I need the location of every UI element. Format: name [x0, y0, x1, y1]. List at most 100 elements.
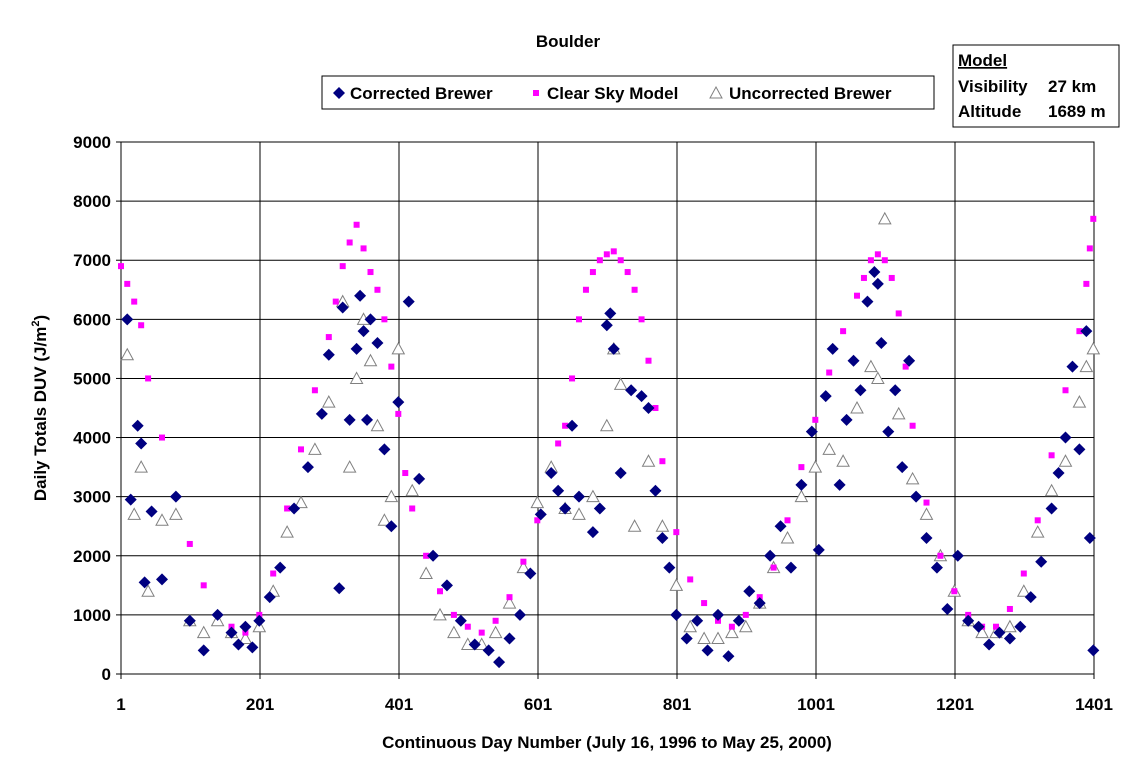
point-clear-sky-model: [1090, 215, 1097, 222]
point-clear-sky-model: [728, 623, 735, 630]
x-tick-label: 1401: [1075, 695, 1113, 714]
point-clear-sky-model: [701, 600, 708, 607]
point-corrected-brewer: [614, 467, 627, 480]
model-visibility-value: 27 km: [1048, 77, 1096, 96]
point-clear-sky-model: [624, 269, 631, 276]
point-clear-sky-model: [902, 363, 909, 370]
point-clear-sky-model: [784, 517, 791, 524]
point-uncorrected-brewer: [586, 489, 600, 503]
y-axis-label-suffix: ): [31, 315, 50, 321]
point-clear-sky-model: [645, 357, 652, 364]
point-corrected-brewer: [854, 384, 867, 397]
point-corrected-brewer: [211, 608, 224, 621]
point-clear-sky-model: [118, 263, 124, 270]
point-corrected-brewer: [774, 520, 787, 533]
point-corrected-brewer: [951, 549, 964, 562]
point-clear-sky-model: [617, 257, 624, 264]
point-corrected-brewer: [889, 384, 902, 397]
point-uncorrected-brewer: [1003, 619, 1017, 633]
y-tick-label: 6000: [73, 310, 111, 329]
point-uncorrected-brewer: [488, 625, 503, 639]
point-uncorrected-brewer: [127, 507, 142, 520]
point-clear-sky-model: [124, 280, 131, 287]
point-corrected-brewer: [784, 561, 797, 574]
point-uncorrected-brewer: [836, 454, 850, 467]
point-clear-sky-model: [360, 245, 367, 252]
point-corrected-brewer: [656, 532, 669, 545]
point-corrected-brewer: [896, 461, 909, 474]
point-corrected-brewer: [301, 461, 314, 474]
point-corrected-brewer: [183, 614, 196, 627]
point-uncorrected-brewer: [238, 631, 253, 645]
point-clear-sky-model: [402, 470, 409, 477]
legend-marker-clear-sky-model: [533, 90, 539, 96]
point-corrected-brewer: [847, 354, 860, 367]
point-corrected-brewer: [402, 295, 415, 308]
point-corrected-brewer: [819, 390, 832, 403]
point-corrected-brewer: [534, 508, 547, 521]
model-altitude-label: Altitude: [958, 102, 1021, 121]
point-corrected-brewer: [156, 573, 169, 586]
point-uncorrected-brewer: [141, 584, 155, 597]
point-corrected-brewer: [920, 532, 933, 545]
y-tick-label: 1000: [73, 606, 111, 625]
point-corrected-brewer: [753, 597, 766, 610]
point-clear-sky-model: [909, 422, 916, 429]
point-uncorrected-brewer: [1072, 395, 1087, 408]
point-corrected-brewer: [138, 576, 151, 589]
point-uncorrected-brewer: [419, 566, 433, 580]
point-corrected-brewer: [322, 348, 335, 361]
point-clear-sky-model: [770, 564, 777, 571]
point-corrected-brewer: [983, 638, 996, 651]
legend: Corrected Brewer Clear Sky Model Uncorre…: [321, 75, 935, 110]
point-uncorrected-brewer: [120, 347, 135, 361]
point-clear-sky-model: [659, 458, 666, 465]
point-uncorrected-brewer: [516, 560, 531, 574]
point-uncorrected-brewer: [683, 619, 698, 633]
point-clear-sky-model: [840, 328, 847, 335]
point-uncorrected-brewer: [850, 400, 864, 414]
point-clear-sky-model: [993, 623, 1000, 630]
point-uncorrected-brewer: [822, 442, 837, 455]
point-clear-sky-model: [826, 369, 833, 376]
point-clear-sky-model: [131, 298, 138, 305]
point-uncorrected-brewer: [864, 359, 878, 373]
model-info-box: Model Visibility 27 km Altitude 1689 m: [952, 44, 1120, 128]
point-corrected-brewer: [197, 644, 210, 657]
point-clear-sky-model: [186, 540, 193, 547]
y-tick-label: 7000: [73, 251, 111, 270]
point-clear-sky-model: [270, 570, 277, 577]
point-corrected-brewer: [1035, 555, 1048, 568]
point-corrected-brewer: [559, 502, 572, 515]
point-corrected-brewer: [875, 336, 888, 349]
point-clear-sky-model: [895, 310, 902, 317]
point-corrected-brewer: [903, 354, 916, 367]
point-uncorrected-brewer: [391, 341, 406, 355]
point-clear-sky-model: [673, 529, 680, 536]
legend-frame: [321, 75, 935, 110]
point-corrected-brewer: [274, 561, 287, 574]
point-corrected-brewer: [882, 425, 895, 438]
point-uncorrected-brewer: [905, 471, 920, 485]
point-corrected-brewer: [868, 266, 881, 279]
point-clear-sky-model: [395, 410, 402, 417]
point-uncorrected-brewer: [384, 489, 399, 503]
point-clear-sky-model: [854, 292, 861, 299]
model-altitude-value: 1689 m: [1048, 102, 1106, 121]
point-clear-sky-model: [576, 316, 583, 323]
point-clear-sky-model: [631, 286, 638, 293]
point-corrected-brewer: [354, 289, 367, 302]
point-uncorrected-brewer: [342, 460, 357, 473]
point-corrected-brewer: [288, 502, 301, 515]
point-corrected-brewer: [871, 277, 884, 290]
point-uncorrected-brewer: [572, 507, 586, 520]
point-uncorrected-brewer: [530, 495, 545, 509]
x-tick-label: 601: [524, 695, 552, 714]
point-uncorrected-brewer: [502, 596, 517, 609]
point-corrected-brewer: [454, 614, 467, 627]
point-corrected-brewer: [972, 620, 985, 633]
point-clear-sky-model: [145, 375, 152, 382]
point-uncorrected-brewer: [1030, 525, 1045, 538]
y-tick-label: 5000: [73, 369, 111, 388]
y-tick-label: 9000: [73, 133, 111, 152]
